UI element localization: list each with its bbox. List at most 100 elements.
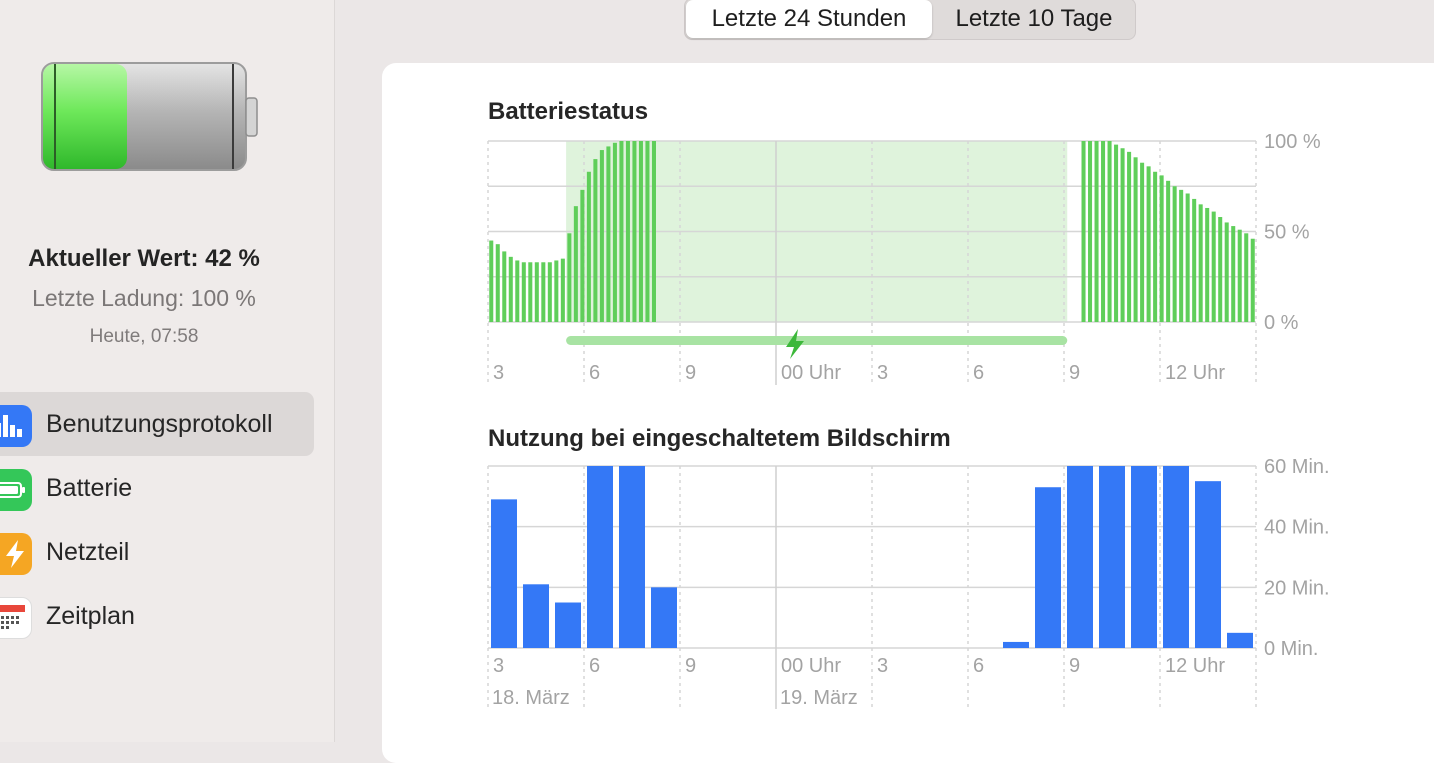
battery-bar: [1166, 180, 1171, 322]
x-tick-label: 9: [1069, 362, 1080, 384]
x-tick-label: 12 Uhr: [1165, 362, 1225, 384]
battery-bar: [645, 141, 650, 322]
x-tick-label: 3: [877, 655, 888, 677]
battery-bar: [1185, 193, 1190, 322]
date-label: 18. März: [492, 687, 570, 709]
battery-bar: [606, 146, 611, 322]
date-label: 19. März: [780, 687, 858, 709]
battery-level-icon: [41, 62, 258, 171]
usage-bar: [1195, 481, 1221, 648]
battery-bar: [651, 141, 656, 322]
battery-level-chart: 100 % 50 % 0 % 3 6 9 00 Uhr 3 6 9 12 Uhr: [487, 131, 1321, 385]
x-tick-label: 00 Uhr: [781, 362, 841, 384]
x-tick-label: 00 Uhr: [781, 655, 841, 677]
battery-bar: [541, 262, 546, 322]
usage-bar: [1099, 466, 1125, 648]
battery-bar: [1088, 141, 1093, 322]
battery-bar: [1133, 157, 1138, 322]
battery-bar: [528, 262, 533, 322]
x-tick-label: 3: [877, 362, 888, 384]
battery-bar: [619, 141, 624, 322]
battery-bar: [586, 171, 591, 322]
sidebar-item-label: Zeitplan: [46, 601, 135, 630]
usage-bar: [1067, 466, 1093, 648]
charging-indicator-line: [566, 336, 1068, 345]
battery-bar: [495, 244, 500, 322]
sidebar-item-battery[interactable]: Batterie: [0, 456, 334, 520]
time-range-segmented-control: Letzte 24 Stunden Letzte 10 Tage: [684, 0, 1136, 40]
y-tick-label: 60 Min.: [1264, 456, 1330, 478]
x-tick-label: 3: [493, 362, 504, 384]
usage-bar: [619, 466, 645, 648]
sidebar-item-schedule[interactable]: Zeitplan: [0, 584, 334, 648]
battery-bar: [508, 256, 513, 322]
sidebar-item-label: Batterie: [46, 473, 133, 502]
battery-bar: [632, 141, 637, 322]
battery-bar: [1153, 171, 1158, 322]
usage-bar: [1131, 466, 1157, 648]
usage-bar: [1035, 487, 1061, 648]
sidebar-item-label: Netzteil: [46, 537, 130, 566]
segment-last-10-days[interactable]: Letzte 10 Tage: [955, 5, 1113, 32]
battery-bar: [1081, 141, 1086, 322]
battery-bar: [1114, 144, 1119, 322]
bolt-icon: [0, 533, 32, 575]
battery-bar: [1179, 189, 1184, 322]
battery-bar: [1120, 148, 1125, 322]
battery-bar: [625, 141, 630, 322]
sidebar-item-usage-history[interactable]: Benutzungsprotokoll: [0, 392, 334, 456]
battery-bar: [554, 260, 559, 322]
battery-bar: [1140, 162, 1145, 322]
battery-bar: [573, 206, 578, 322]
x-tick-label: 9: [1069, 655, 1080, 677]
battery-bar: [1250, 238, 1255, 322]
battery-chart-title: Batteriestatus: [488, 98, 649, 125]
battery-bar: [1127, 151, 1132, 322]
usage-bar: [587, 466, 613, 648]
usage-bar: [1003, 641, 1029, 648]
battery-bar: [560, 258, 565, 322]
battery-bar: [1231, 226, 1236, 322]
charging-bolt-icon: [786, 329, 804, 359]
sidebar-item-power-adapter[interactable]: Netzteil: [0, 520, 334, 584]
y-tick-label: 50 %: [1264, 222, 1310, 244]
y-tick-label: 40 Min.: [1264, 517, 1330, 539]
last-charge-value: Letzte Ladung: 100 %: [32, 285, 256, 311]
current-value: Aktueller Wert: 42 %: [28, 245, 260, 272]
screen-chart-title: Nutzung bei eingeschaltetem Bildschirm: [488, 425, 951, 452]
battery-icon: [0, 469, 32, 511]
content-card: Batteriestatus Nutzung bei eingeschaltet…: [382, 63, 1434, 763]
battery-bar: [1237, 229, 1242, 322]
x-tick-label: 6: [973, 362, 984, 384]
last-charge-time: Heute, 07:58: [89, 326, 199, 347]
usage-bar: [523, 584, 549, 648]
sidebar-nav: Benutzungsprotokoll Batterie Netzteil: [0, 392, 334, 648]
battery-bar: [1094, 141, 1099, 322]
calendar-icon: [0, 597, 32, 639]
battery-bar: [1205, 207, 1210, 322]
x-tick-label: 6: [589, 362, 600, 384]
battery-bar: [1224, 222, 1229, 322]
x-tick-label: 9: [685, 655, 696, 677]
battery-bar: [1218, 217, 1223, 322]
battery-bar: [502, 251, 507, 322]
y-tick-label: 0 Min.: [1264, 638, 1318, 660]
x-tick-label: 3: [493, 655, 504, 677]
battery-bar: [515, 260, 520, 322]
battery-bar: [547, 262, 552, 322]
usage-bar: [1227, 632, 1253, 648]
battery-bar: [1172, 186, 1177, 322]
battery-bar: [593, 159, 598, 322]
battery-bar: [599, 150, 604, 322]
segment-last-24-hours[interactable]: Letzte 24 Stunden: [686, 0, 932, 38]
usage-bar: [555, 602, 581, 648]
battery-bar: [1159, 175, 1164, 322]
usage-bar: [651, 587, 677, 648]
x-tick-label: 6: [973, 655, 984, 677]
screen-on-usage-chart: 60 Min. 40 Min. 20 Min. 0 Min. 3 6 9 00 Uhr 3 6 9 1…: [487, 456, 1330, 709]
battery-bar: [534, 262, 539, 322]
battery-bar: [1244, 233, 1249, 322]
battery-bar: [1146, 166, 1151, 322]
battery-bar: [1198, 204, 1203, 322]
battery-bar: [612, 142, 617, 322]
